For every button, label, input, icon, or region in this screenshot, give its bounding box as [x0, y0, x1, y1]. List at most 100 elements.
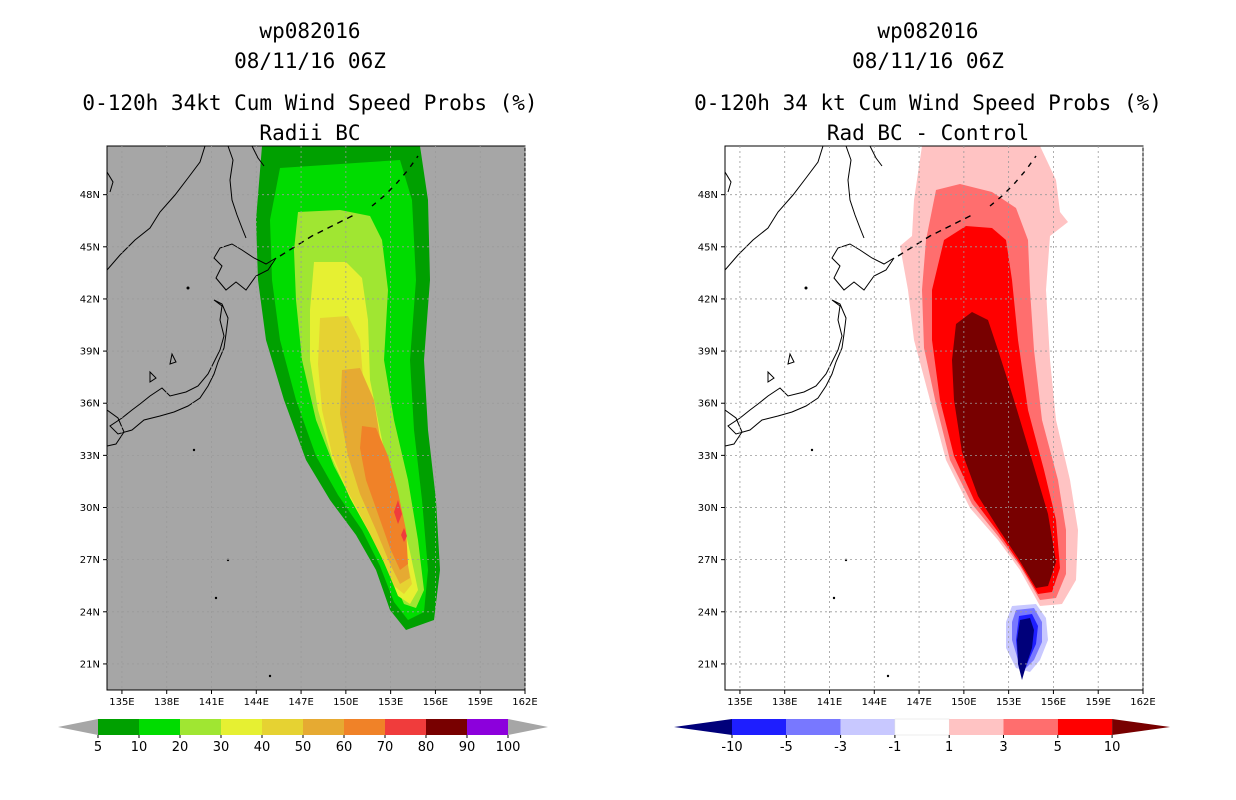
right-ytick-label-2: 27N: [698, 555, 718, 566]
right-ytick-label-9: 48N: [698, 190, 718, 201]
right-title-main: 0-120h 34 kt Cum Wind Speed Probs (%): [694, 91, 1162, 115]
right-xtick-label-7: 156E: [1041, 697, 1066, 708]
right-xtick-label-3: 144E: [862, 697, 887, 708]
right-colorbar-label-7: 10: [1104, 740, 1121, 755]
left-colorbar-label-3: 30: [213, 740, 230, 755]
left-ytick-label-7: 42N: [80, 294, 100, 305]
right-title-storm: wp082016: [877, 19, 979, 43]
left-title-main: 0-120h 34kt Cum Wind Speed Probs (%): [82, 91, 538, 115]
left-colorbar-label-4: 40: [254, 740, 271, 755]
right-colorbar-box-2: [840, 719, 895, 735]
left-colorbar-box-6: [344, 719, 385, 735]
right-colorbar-box-4: [949, 719, 1004, 735]
left-xtick-label-7: 156E: [423, 697, 448, 708]
right-xtick-label-0: 135E: [727, 697, 752, 708]
left-xtick-label-8: 159E: [468, 697, 493, 708]
right-colorbar-box-5: [1003, 719, 1058, 735]
left-colorbar-label-1: 10: [131, 740, 148, 755]
right-title-time: 08/11/16 06Z: [852, 49, 1004, 73]
left-colorbar: 5 10 20 30 40 50 60 70 80 90 100: [58, 719, 548, 755]
left-colorbar-box-4: [262, 719, 303, 735]
right-ytick-label-5: 36N: [698, 399, 718, 410]
right-contour-10: [952, 312, 1056, 588]
right-xtick-label-4: 147E: [906, 697, 931, 708]
right-colorbar-low-triangle: [674, 719, 732, 735]
right-colorbar-label-5: 3: [999, 740, 1007, 755]
left-xtick-label-4: 147E: [288, 697, 313, 708]
left-colorbar-box-8: [426, 719, 467, 735]
left-colorbar-box-0: [98, 719, 139, 735]
right-ytick-label-7: 42N: [698, 294, 718, 305]
right-colorbar-label-2: -3: [834, 740, 847, 755]
right-title-sub: Rad BC - Control: [826, 121, 1030, 145]
left-colorbar-label-5: 50: [295, 740, 312, 755]
right-xtick-label-6: 153E: [996, 697, 1021, 708]
left-title-storm: wp082016: [259, 19, 361, 43]
left-title-time: 08/11/16 06Z: [234, 49, 386, 73]
left-xtick-label-5: 150E: [333, 697, 358, 708]
left-title-sub: Radii BC: [259, 121, 361, 145]
right-ytick-label-4: 33N: [698, 451, 718, 462]
left-colorbar-label-7: 70: [377, 740, 394, 755]
right-ytick-label-0: 21N: [698, 659, 718, 670]
left-contour-60: [360, 426, 408, 570]
right-ytick-label-8: 45N: [698, 242, 718, 253]
left-colorbar-box-9: [467, 719, 508, 735]
left-ytick-label-5: 36N: [80, 399, 100, 410]
left-axes: 135E 138E 141E 144E 147E 150E 153E 156E 159E 162E…: [80, 146, 538, 708]
right-colorbar-box-3: [894, 718, 950, 736]
left-colorbar-low-triangle: [58, 719, 98, 735]
left-colorbar-label-10: 100: [496, 740, 521, 755]
left-colorbar-box-5: [303, 719, 344, 735]
left-xtick-label-2: 141E: [199, 697, 224, 708]
left-colorbar-box-3: [221, 719, 262, 735]
right-colorbar-box-6: [1057, 719, 1113, 735]
right-ytick-label-3: 30N: [698, 503, 718, 514]
left-xtick-label-0: 135E: [109, 697, 134, 708]
left-colorbar-label-9: 90: [459, 740, 476, 755]
left-ytick-label-4: 33N: [80, 451, 100, 462]
left-ytick-label-3: 30N: [80, 503, 100, 514]
right-xtick-label-2: 141E: [817, 697, 842, 708]
right-ytick-label-6: 39N: [698, 347, 718, 358]
left-colorbar-label-0: 5: [94, 740, 102, 755]
left-plot: 135E 138E 141E 144E 147E 150E 153E 156E 159E 162E…: [80, 145, 538, 708]
left-colorbar-box-7: [385, 719, 426, 735]
left-colorbar-high-triangle: [508, 719, 548, 735]
left-colorbar-label-8: 80: [418, 740, 435, 755]
left-colorbar-label-2: 20: [172, 740, 189, 755]
right-colorbar: -10 -5 -3 -1 1 3 5 10: [674, 718, 1171, 755]
left-ytick-label-8: 45N: [80, 242, 100, 253]
right-xtick-label-9: 162E: [1130, 697, 1155, 708]
left-ytick-label-0: 21N: [80, 659, 100, 670]
left-ytick-label-2: 27N: [80, 555, 100, 566]
right-colorbar-label-6: 5: [1054, 740, 1062, 755]
left-ytick-label-9: 48N: [80, 190, 100, 201]
right-colorbar-box-1: [786, 719, 841, 735]
right-xtick-label-1: 138E: [772, 697, 797, 708]
left-xtick-label-6: 153E: [378, 697, 403, 708]
left-colorbar-box-2: [180, 719, 221, 735]
right-xtick-label-5: 150E: [951, 697, 976, 708]
left-ytick-label-1: 24N: [80, 607, 100, 618]
left-contour-70b: [401, 528, 407, 542]
left-ytick-label-6: 39N: [80, 347, 100, 358]
right-contour-neg10: [1017, 618, 1034, 680]
right-xtick-label-8: 159E: [1086, 697, 1111, 708]
right-plot: 135E 138E 141E 144E 147E 150E 153E 156E 159E 162E…: [698, 145, 1156, 708]
left-xtick-label-3: 144E: [244, 697, 269, 708]
right-colorbar-label-0: -10: [721, 740, 742, 755]
left-xtick-label-1: 138E: [154, 697, 179, 708]
right-colorbar-label-3: -1: [888, 740, 901, 755]
left-colorbar-label-6: 60: [336, 740, 353, 755]
left-contour-70a: [394, 500, 402, 524]
right-colorbar-high-triangle: [1112, 719, 1171, 735]
right-ytick-label-1: 24N: [698, 607, 718, 618]
left-colorbar-box-1: [139, 719, 180, 735]
left-xtick-label-9: 162E: [512, 697, 537, 708]
right-colorbar-label-4: 1: [945, 740, 953, 755]
right-axes: 135E 138E 141E 144E 147E 150E 153E 156E 159E 162E…: [698, 146, 1156, 708]
right-colorbar-label-1: -5: [780, 740, 793, 755]
right-colorbar-box-0: [732, 719, 787, 735]
